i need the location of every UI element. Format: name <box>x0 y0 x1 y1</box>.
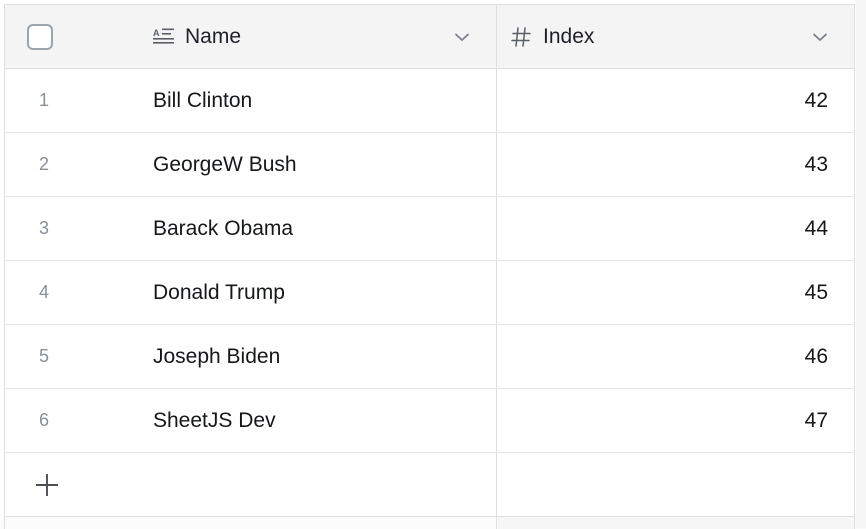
cell-name[interactable]: 3 Barack Obama <box>5 197 497 260</box>
row-number: 2 <box>39 154 50 174</box>
partial-row-right <box>497 517 854 529</box>
cell-index[interactable]: 47 <box>804 408 828 432</box>
add-row-spacer <box>497 453 854 516</box>
cell-name-value: Barack Obama <box>153 216 294 240</box>
partial-row-left <box>5 517 497 529</box>
table-row[interactable]: 4 Donald Trump 45 <box>5 261 854 325</box>
cell-name-value: SheetJS Dev <box>153 408 276 432</box>
cell-index[interactable]: 43 <box>804 152 828 176</box>
cell-name[interactable]: 5 Joseph Biden <box>5 325 497 388</box>
cell-name-value: Bill Clinton <box>153 88 253 112</box>
column-header-name-label-group: A Name <box>153 25 241 49</box>
plus-icon[interactable] <box>33 471 61 499</box>
select-all-checkbox[interactable] <box>27 23 53 50</box>
row-number: 1 <box>39 90 50 110</box>
cell-name-value: Joseph Biden <box>153 344 281 368</box>
number-type-icon <box>511 26 533 47</box>
cell-index[interactable]: 42 <box>804 88 828 112</box>
table-row[interactable]: 1 Bill Clinton 42 <box>5 69 854 133</box>
column-header-index-label-group: Index <box>497 25 594 49</box>
row-number: 6 <box>39 410 50 430</box>
column-header-index[interactable]: Index <box>497 5 854 68</box>
cell-index[interactable]: 46 <box>804 344 828 368</box>
cell-index[interactable]: 45 <box>804 280 828 304</box>
column-header-name[interactable]: A Name <box>5 5 497 68</box>
chevron-down-icon[interactable] <box>810 27 830 47</box>
column-header-name-label: Name <box>185 24 242 48</box>
right-gutter <box>856 0 866 528</box>
row-number: 5 <box>39 346 50 366</box>
row-number: 4 <box>39 282 50 302</box>
add-row-button[interactable] <box>5 453 497 516</box>
cell-name[interactable]: 1 Bill Clinton <box>5 69 497 132</box>
table-row[interactable]: 2 GeorgeW Bush 43 <box>5 133 854 197</box>
cell-name[interactable]: 4 Donald Trump <box>5 261 497 324</box>
table-row[interactable]: 6 SheetJS Dev 47 <box>5 389 854 453</box>
cell-name[interactable]: 6 SheetJS Dev <box>5 389 497 452</box>
row-number: 3 <box>39 218 50 238</box>
table-row[interactable]: 3 Barack Obama 44 <box>5 197 854 261</box>
select-all-cell[interactable] <box>5 23 153 50</box>
column-header-index-label: Index <box>543 24 595 48</box>
table-header-row: A Name <box>5 5 854 69</box>
cell-name-value: GeorgeW Bush <box>153 152 297 176</box>
add-row[interactable] <box>5 453 854 517</box>
cell-name-value: Donald Trump <box>153 280 285 304</box>
cell-index[interactable]: 44 <box>804 216 828 240</box>
text-type-icon: A <box>153 27 175 47</box>
chevron-down-icon[interactable] <box>452 27 472 47</box>
table-row[interactable]: 5 Joseph Biden 46 <box>5 325 854 389</box>
cell-name[interactable]: 2 GeorgeW Bush <box>5 133 497 196</box>
partial-row <box>5 517 854 529</box>
data-table: A Name <box>4 4 855 529</box>
svg-text:A: A <box>153 28 160 38</box>
